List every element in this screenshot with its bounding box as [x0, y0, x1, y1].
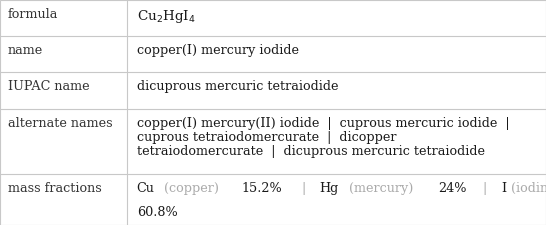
Text: 15.2%: 15.2% [241, 182, 282, 195]
Text: tetraiodomercurate  |  dicuprous mercuric tetraiodide: tetraiodomercurate | dicuprous mercuric … [136, 145, 485, 158]
Text: Cu: Cu [136, 182, 155, 195]
Text: |: | [294, 182, 314, 195]
Text: Hg: Hg [320, 182, 339, 195]
Text: mass fractions: mass fractions [8, 182, 102, 195]
Text: copper(I) mercury iodide: copper(I) mercury iodide [136, 44, 299, 57]
Text: alternate names: alternate names [8, 117, 112, 130]
Text: 60.8%: 60.8% [136, 206, 177, 219]
Text: Cu$_2$HgI$_4$: Cu$_2$HgI$_4$ [136, 8, 195, 25]
Text: dicuprous mercuric tetraiodide: dicuprous mercuric tetraiodide [136, 81, 338, 93]
Text: I: I [501, 182, 506, 195]
Text: IUPAC name: IUPAC name [8, 81, 90, 93]
Text: (copper): (copper) [160, 182, 223, 195]
Text: cuprous tetraiodomercurate  |  dicopper: cuprous tetraiodomercurate | dicopper [136, 131, 396, 144]
Text: (iodine): (iodine) [507, 182, 546, 195]
Text: copper(I) mercury(II) iodide  |  cuprous mercuric iodide  |: copper(I) mercury(II) iodide | cuprous m… [136, 117, 509, 130]
Text: |: | [474, 182, 495, 195]
Text: formula: formula [8, 8, 58, 21]
Text: (mercury): (mercury) [345, 182, 417, 195]
Text: 24%: 24% [438, 182, 466, 195]
Text: name: name [8, 44, 43, 57]
